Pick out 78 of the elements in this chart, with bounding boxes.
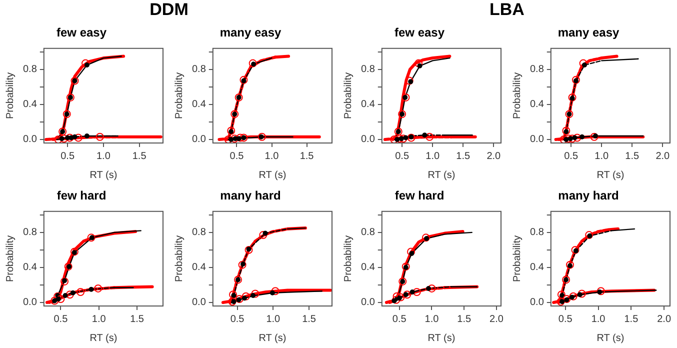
y-tick-label: 0.0 <box>22 297 38 308</box>
x-tick-label: 1.5 <box>130 314 144 325</box>
x-tick-label: 0.5 <box>564 150 578 162</box>
x-axis-title: RT (s) <box>258 170 286 181</box>
y-tick-label: 0.0 <box>192 297 206 308</box>
x-tick-label: 1.0 <box>426 150 440 162</box>
x-tick-label: 2.0 <box>656 150 670 162</box>
x-tick-label: 1.5 <box>300 150 314 162</box>
y-tick-label: 0.8 <box>22 227 38 238</box>
x-axis-title: RT (s) <box>90 332 118 344</box>
y-tick-label: 0.4 <box>360 262 376 274</box>
x-tick-label: 2.0 <box>490 314 504 325</box>
x-tick-label: 1.5 <box>457 314 472 325</box>
x-tick-label: 1.0 <box>96 150 111 162</box>
y-tick-label: 0.8 <box>360 227 376 238</box>
y-tick-label: 0.8 <box>530 227 544 238</box>
chart-title: few hard <box>56 188 106 203</box>
x-tick-label: 1.0 <box>92 314 106 325</box>
y-tick-label: 0.8 <box>530 64 544 76</box>
x-tick-label: 0.5 <box>558 314 573 325</box>
y-tick-label: 0.8 <box>192 64 206 76</box>
x-tick-label: 0.5 <box>230 150 244 162</box>
chart-title: many hard <box>558 188 619 203</box>
text: LBA <box>488 0 526 20</box>
y-tick-label: 0.4 <box>530 262 544 274</box>
x-tick-label: 2.0 <box>657 314 672 325</box>
y-tick-label: 0.0 <box>360 134 376 146</box>
y-tick-label: 0.8 <box>22 64 38 76</box>
x-axis-title: RT (s) <box>428 170 456 181</box>
x-tick-label: 1.5 <box>624 314 639 325</box>
y-axis-title: Probability <box>342 235 354 282</box>
x-axis-title: RT (s) <box>258 332 286 344</box>
y-tick-label: 0.4 <box>22 262 38 274</box>
x-tick-label: 1.0 <box>424 314 440 325</box>
x-tick-label: 1.0 <box>591 314 606 325</box>
x-axis-title: RT (s) <box>90 170 118 181</box>
chart-title: few easy <box>394 26 445 40</box>
y-tick-label: 0.0 <box>530 297 544 308</box>
x-tick-label: 0.5 <box>54 314 68 325</box>
text: DDM <box>148 0 190 20</box>
x-tick-label: 1.5 <box>302 314 316 325</box>
x-tick-label: 0.5 <box>60 150 75 162</box>
x-tick-label: 0.5 <box>395 150 410 162</box>
y-tick-label: 0.0 <box>360 297 376 308</box>
x-tick-label: 1.5 <box>456 150 471 162</box>
y-axis-title: Probability <box>4 235 16 282</box>
y-tick-label: 0.4 <box>530 99 544 110</box>
y-tick-label: 0.0 <box>192 134 206 146</box>
x-tick-label: 1.5 <box>132 150 147 162</box>
x-tick-label: 2.0 <box>486 150 502 162</box>
x-tick-label: 0.5 <box>392 314 407 325</box>
y-tick-label: 0.8 <box>192 227 206 238</box>
chart-title: many easy <box>558 26 620 40</box>
y-axis-title: Probability <box>174 235 185 282</box>
x-tick-label: 1.0 <box>266 314 281 325</box>
x-axis-title: RT (s) <box>596 170 624 181</box>
chart-title: few hard <box>394 188 444 203</box>
y-tick-label: 0.4 <box>22 99 38 110</box>
y-axis-title: Probability <box>512 235 523 282</box>
x-tick-label: 1.0 <box>594 150 609 162</box>
x-axis-title: RT (s) <box>428 332 456 344</box>
y-tick-label: 0.0 <box>22 134 38 146</box>
x-tick-label: 1.5 <box>625 150 640 162</box>
chart-title: many hard <box>220 188 281 203</box>
x-axis-title: RT (s) <box>596 332 624 344</box>
x-tick-label: 0.5 <box>230 314 245 325</box>
y-tick-label: 0.4 <box>360 99 376 110</box>
x-tick-label: 1.0 <box>264 150 280 162</box>
y-tick-label: 0.0 <box>530 134 544 146</box>
y-axis-title: Probability <box>342 72 354 120</box>
y-axis-title: Probability <box>512 72 523 120</box>
y-tick-label: 0.8 <box>360 64 376 76</box>
y-axis-title: Probability <box>4 72 16 120</box>
chart-title: few easy <box>56 26 107 40</box>
y-tick-label: 0.4 <box>192 99 206 110</box>
y-tick-label: 0.4 <box>192 262 206 274</box>
y-axis-title: Probability <box>174 72 185 120</box>
chart-title: many easy <box>220 26 282 40</box>
